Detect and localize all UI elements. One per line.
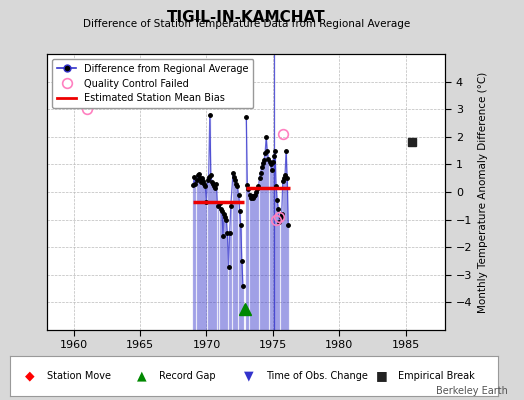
Text: Empirical Break: Empirical Break [398, 371, 475, 381]
Legend: Difference from Regional Average, Quality Control Failed, Estimated Station Mean: Difference from Regional Average, Qualit… [52, 59, 254, 108]
Text: Berkeley Earth: Berkeley Earth [436, 386, 508, 396]
Text: ■: ■ [376, 370, 388, 382]
Text: Time of Obs. Change: Time of Obs. Change [266, 371, 368, 381]
Y-axis label: Monthly Temperature Anomaly Difference (°C): Monthly Temperature Anomaly Difference (… [478, 71, 488, 313]
Text: ▼: ▼ [244, 370, 254, 382]
Text: ◆: ◆ [25, 370, 35, 382]
Text: Station Move: Station Move [47, 371, 111, 381]
Text: Record Gap: Record Gap [159, 371, 216, 381]
Text: TIGIL-IN-KAMCHAT: TIGIL-IN-KAMCHAT [167, 10, 325, 25]
Text: ▲: ▲ [137, 370, 147, 382]
Text: Difference of Station Temperature Data from Regional Average: Difference of Station Temperature Data f… [83, 19, 410, 29]
